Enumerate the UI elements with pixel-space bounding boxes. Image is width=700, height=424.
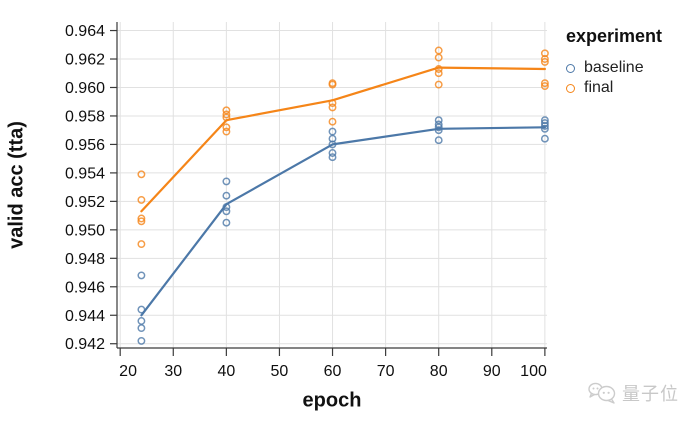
scatter-point-baseline bbox=[540, 134, 549, 143]
scatter-point-baseline bbox=[137, 271, 146, 280]
y-tick-label: 0.960 bbox=[65, 80, 105, 97]
scatter-point-baseline bbox=[540, 121, 549, 130]
scatter-point-baseline bbox=[137, 336, 146, 345]
scatter-point-baseline bbox=[222, 218, 231, 227]
y-tick-label: 0.944 bbox=[65, 308, 105, 325]
scatter-point-final bbox=[137, 217, 146, 226]
scatter-point-baseline bbox=[434, 136, 443, 145]
scatter-point-baseline bbox=[540, 124, 549, 133]
scatter-point-final bbox=[222, 127, 231, 136]
scatter-point-final bbox=[434, 80, 443, 89]
scatter-point-final bbox=[328, 80, 337, 89]
watermark-text: 量子位 bbox=[622, 384, 679, 404]
trend-line-baseline bbox=[140, 126, 546, 317]
trend-line-final bbox=[140, 66, 546, 213]
final-point-icon bbox=[566, 83, 575, 93]
y-axis-title: valid acc (tta) bbox=[5, 121, 28, 249]
y-tick-label: 0.962 bbox=[65, 52, 105, 69]
scatter-point-baseline bbox=[434, 123, 443, 132]
y-tick-label: 0.964 bbox=[65, 23, 105, 40]
legend-title: experiment bbox=[566, 26, 663, 46]
y-tick-label: 0.948 bbox=[65, 251, 105, 268]
scatter-point-baseline bbox=[328, 153, 337, 162]
x-axis-title: epoch bbox=[302, 389, 362, 412]
baseline-point-icon bbox=[566, 63, 575, 73]
x-tick-label: 100 bbox=[520, 363, 547, 380]
scatter-point-final bbox=[222, 123, 231, 132]
scatter-point-baseline bbox=[222, 207, 231, 216]
scatter-point-final bbox=[540, 82, 549, 91]
scatter-point-final bbox=[222, 110, 231, 119]
x-tick-label: 60 bbox=[324, 363, 342, 380]
scatter-point-final bbox=[137, 170, 146, 179]
scatter-point-final bbox=[137, 214, 146, 223]
scatter-point-final bbox=[540, 57, 549, 66]
scatter-point-final bbox=[328, 117, 337, 126]
y-tick-label: 0.946 bbox=[65, 279, 105, 296]
legend-item-label: baseline bbox=[584, 59, 644, 76]
chat-bubbles-icon bbox=[588, 382, 616, 404]
scatter-point-final bbox=[137, 195, 146, 204]
scatter-point-final bbox=[540, 79, 549, 88]
scatter-point-baseline bbox=[137, 317, 146, 325]
legend: experiment baseline final bbox=[566, 26, 662, 98]
scatter-point-final bbox=[540, 55, 549, 63]
scatter-point-final bbox=[434, 53, 443, 62]
x-tick-label: 80 bbox=[430, 363, 448, 380]
legend-item-label: final bbox=[584, 79, 614, 96]
scatter-point-final bbox=[434, 69, 443, 78]
x-tick-label: 50 bbox=[271, 363, 289, 380]
x-tick-label: 70 bbox=[377, 363, 395, 380]
y-tick-label: 0.954 bbox=[65, 165, 105, 182]
x-tick-label: 40 bbox=[217, 363, 235, 380]
legend-item-baseline: baseline bbox=[566, 58, 662, 78]
y-tick-label: 0.956 bbox=[65, 137, 105, 154]
y-tick-label: 0.950 bbox=[65, 222, 105, 239]
y-tick-label: 0.952 bbox=[65, 194, 105, 211]
scatter-point-baseline bbox=[222, 177, 231, 186]
scatter-point-baseline bbox=[328, 149, 337, 157]
watermark: 量子位 bbox=[587, 380, 679, 406]
x-tick-label: 90 bbox=[483, 363, 501, 380]
scatter-point-final bbox=[137, 240, 146, 249]
x-tick-label: 20 bbox=[119, 363, 137, 380]
scatter-point-baseline bbox=[137, 324, 146, 333]
y-tick-label: 0.958 bbox=[65, 108, 105, 125]
scatter-point-final bbox=[328, 103, 337, 112]
y-tick-label: 0.942 bbox=[65, 336, 105, 353]
scatter-point-baseline bbox=[222, 191, 231, 200]
x-tick-label: 30 bbox=[164, 363, 182, 380]
legend-item-final: final bbox=[566, 78, 662, 98]
